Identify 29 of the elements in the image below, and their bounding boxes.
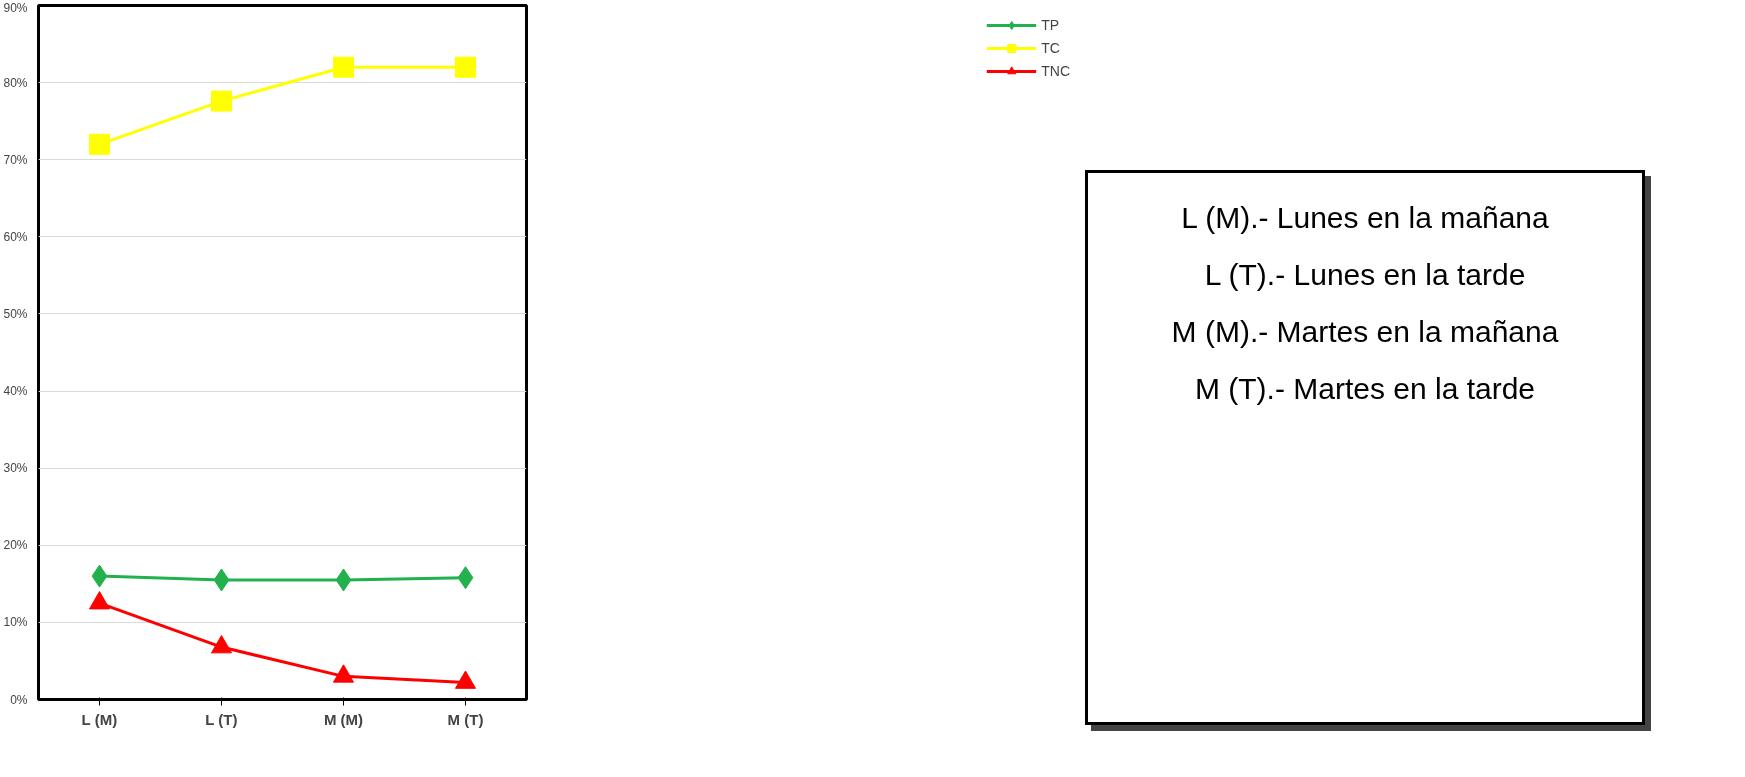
point: [455, 56, 476, 78]
point: [89, 591, 110, 610]
y-tick-label: 70%: [3, 152, 28, 167]
y-tick-label: 90%: [3, 0, 28, 15]
point: [89, 133, 110, 155]
legend-label: TNC: [1041, 63, 1070, 79]
x-tick-label: L (T): [205, 710, 238, 728]
y-tick-label: 60%: [3, 229, 28, 244]
text: L (M).- Lunes en la mañana: [1180, 200, 1550, 236]
point: [333, 56, 354, 78]
y-tick-label: 0%: [10, 692, 28, 707]
legend-label: TC: [1041, 40, 1061, 56]
point: [333, 664, 354, 683]
point: [211, 90, 232, 112]
y-tick-label: 40%: [3, 384, 28, 399]
text: M (T).- Martes en la tarde: [1193, 370, 1537, 407]
y-tick-label: 10%: [3, 615, 28, 630]
x-tick-label: L (M): [81, 710, 118, 728]
y-tick-label: 20%: [3, 538, 28, 553]
legend-label: TP: [1041, 17, 1061, 33]
text: M (M).- Martes en la mañana: [1171, 313, 1559, 350]
y-tick-label: 50%: [3, 306, 28, 321]
y-tick-label: 30%: [3, 461, 28, 476]
y-tick-label: 80%: [3, 75, 28, 90]
point: [211, 635, 232, 654]
x-tick-label: M (T): [447, 710, 484, 728]
x-tick-label: M (M): [323, 710, 364, 728]
text: L (T).- Lunes en la tarde: [1203, 256, 1527, 293]
point: [455, 670, 476, 689]
